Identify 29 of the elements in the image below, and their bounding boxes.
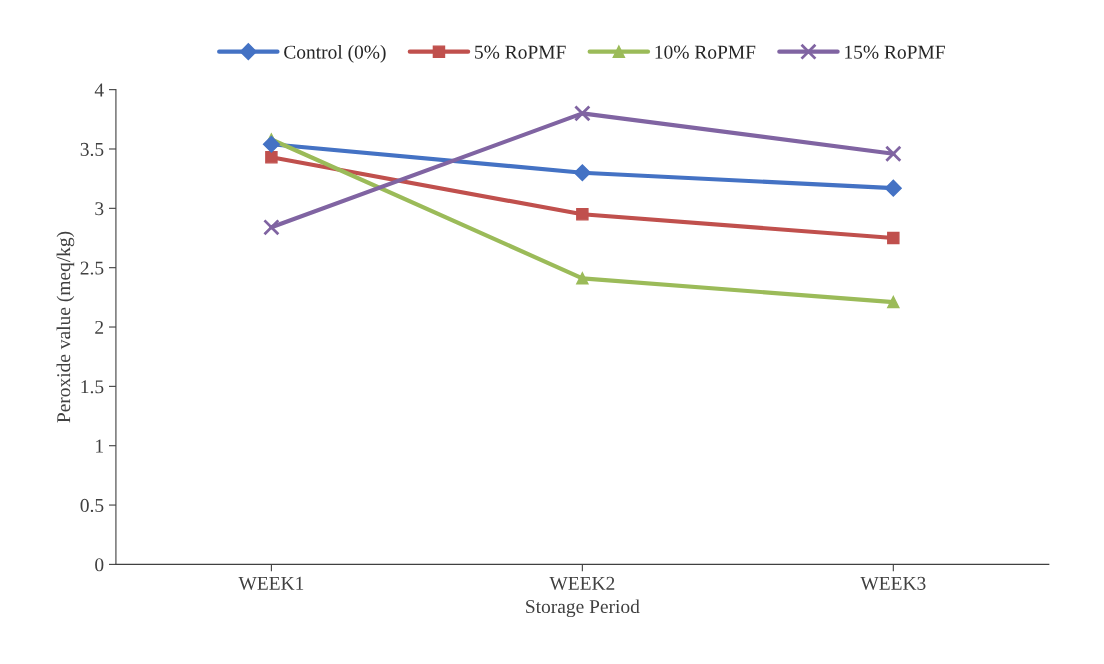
y-tick-label: 2.5 [80,261,104,275]
legend-label: Control (0%) [284,45,386,63]
point [574,105,591,122]
x-axis-title: Storage Period [526,599,640,618]
point [576,208,589,221]
y-axis-title: Peroxide value (meq/kg) [56,231,75,423]
point [884,179,902,197]
y-tick-label: 3.5 [80,142,104,157]
y-tick-label: 2 [95,320,104,334]
y-tick-label: 0 [95,558,104,572]
x-tick-label: WEEK1 [238,576,304,590]
y-tick-label: 3 [95,202,104,216]
point [265,151,278,164]
point [262,135,280,153]
legend-label: 5% RoPMF [475,45,566,59]
point [887,295,900,309]
point [884,145,902,163]
y-tick-label: 0.5 [80,498,104,513]
legend-label: 10% RoPMF [655,45,756,59]
point [576,272,589,285]
y-tick-label: 1.5 [81,380,104,394]
point [573,164,591,182]
point [887,231,900,245]
point [263,218,280,236]
y-tick-label: 1 [96,439,103,453]
x-tick-label: WEEK3 [860,576,926,590]
y-tick-label: 4 [94,83,104,97]
x-tick-label: WEEK2 [549,576,615,590]
legend-label: 15% RoPMF [845,45,945,59]
